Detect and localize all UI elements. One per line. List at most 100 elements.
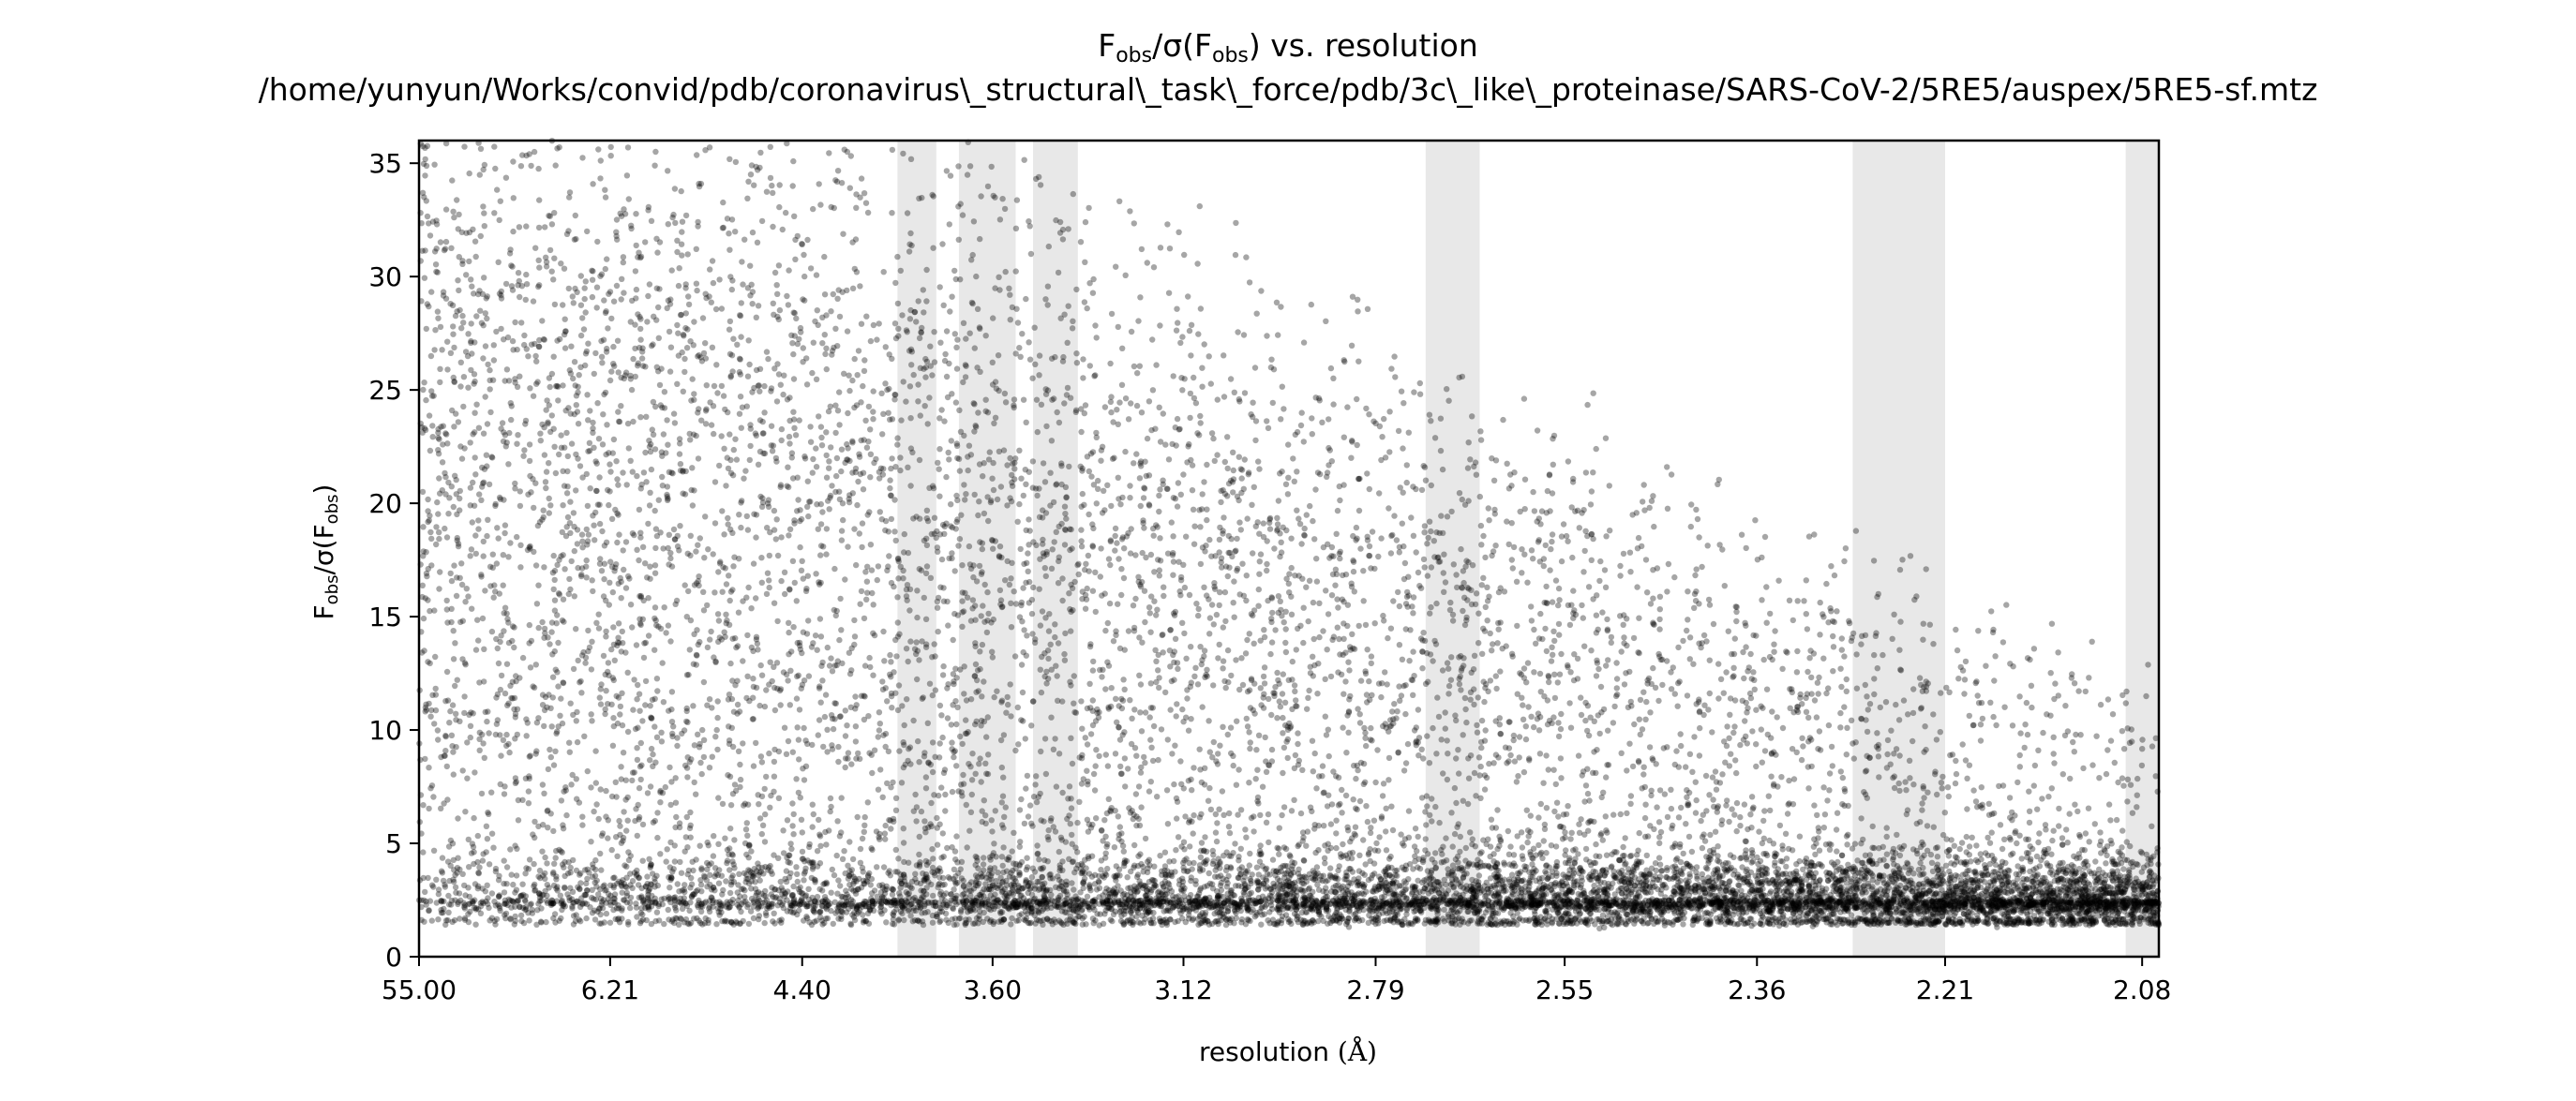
data-point <box>1121 545 1128 552</box>
data-point <box>2142 907 2149 914</box>
data-point <box>1447 599 1454 606</box>
data-point <box>983 734 990 740</box>
data-point <box>1640 498 1646 505</box>
data-point <box>1230 850 1236 856</box>
data-point <box>831 204 837 212</box>
data-point <box>1844 887 1850 894</box>
data-point <box>947 308 953 315</box>
data-point <box>1531 508 1538 514</box>
data-point <box>845 894 852 900</box>
data-point <box>1837 909 1844 915</box>
data-point <box>886 385 892 393</box>
data-point <box>1959 921 1966 929</box>
data-point <box>916 833 922 841</box>
data-point <box>953 721 960 728</box>
data-point <box>1230 762 1236 769</box>
data-point <box>1972 901 1979 908</box>
data-point <box>2127 781 2134 788</box>
data-point <box>1927 851 1935 858</box>
data-point <box>1456 897 1462 903</box>
data-point <box>927 574 935 581</box>
data-point <box>696 638 703 646</box>
data-point <box>790 883 797 890</box>
data-point <box>1772 850 1778 856</box>
data-point <box>2000 911 2008 918</box>
data-point <box>590 588 596 595</box>
data-point <box>448 245 455 251</box>
data-point <box>699 726 706 734</box>
data-point <box>904 696 910 703</box>
data-point <box>600 411 607 418</box>
data-point <box>1776 887 1783 894</box>
data-point <box>794 474 801 481</box>
data-point <box>2045 794 2052 800</box>
data-point <box>1432 803 1439 811</box>
data-point <box>1763 901 1770 909</box>
data-point <box>1899 557 1906 563</box>
data-point <box>1218 498 1224 506</box>
data-point <box>821 291 829 298</box>
data-point <box>1295 515 1302 522</box>
data-point <box>1621 634 1627 641</box>
data-point <box>659 473 666 481</box>
data-point <box>2003 602 2010 608</box>
data-point <box>1650 595 1656 602</box>
data-point <box>1962 900 1969 907</box>
data-point <box>1601 885 1608 892</box>
data-point <box>1209 754 1216 761</box>
data-point <box>1398 692 1405 699</box>
data-point <box>1416 583 1423 589</box>
data-point <box>637 739 644 747</box>
data-point <box>1368 825 1374 831</box>
data-point <box>825 498 831 504</box>
data-point <box>563 231 571 237</box>
data-point <box>633 211 639 217</box>
data-point <box>819 677 826 684</box>
data-point <box>931 514 938 521</box>
data-point <box>941 357 949 365</box>
data-point <box>558 797 565 804</box>
data-point <box>869 589 876 597</box>
data-point <box>1036 352 1043 359</box>
data-point <box>615 634 622 641</box>
data-point <box>1966 762 1973 768</box>
data-point <box>1385 856 1393 862</box>
data-point <box>1722 859 1730 867</box>
data-point <box>1764 731 1772 738</box>
data-point <box>2033 883 2040 889</box>
data-point <box>844 722 850 729</box>
data-point <box>1258 921 1265 928</box>
data-point <box>786 651 792 658</box>
data-point <box>683 707 690 715</box>
data-point <box>1370 817 1378 824</box>
data-point <box>1206 900 1213 907</box>
data-point <box>721 531 727 538</box>
data-point <box>1712 905 1719 913</box>
data-point <box>1230 449 1236 455</box>
data-point <box>1837 877 1845 885</box>
data-point <box>799 558 805 564</box>
data-point <box>1516 734 1523 740</box>
data-point <box>841 848 847 855</box>
data-point <box>1069 831 1075 839</box>
data-point <box>1217 882 1224 889</box>
data-point <box>1023 877 1029 884</box>
data-point <box>1221 514 1227 521</box>
data-point <box>588 711 594 718</box>
data-point <box>1386 909 1393 916</box>
data-point <box>1638 902 1644 909</box>
data-point <box>1737 904 1744 911</box>
data-point <box>1131 841 1138 849</box>
data-point <box>1696 534 1702 541</box>
data-point <box>1731 635 1739 642</box>
data-point <box>900 826 906 832</box>
data-point <box>1505 541 1512 548</box>
data-point <box>936 493 943 499</box>
data-point <box>1556 632 1563 638</box>
data-point <box>1262 734 1268 741</box>
data-point <box>671 420 679 426</box>
data-point <box>560 679 566 686</box>
data-point <box>462 892 469 899</box>
data-point <box>1316 397 1324 404</box>
data-point <box>1541 826 1549 832</box>
